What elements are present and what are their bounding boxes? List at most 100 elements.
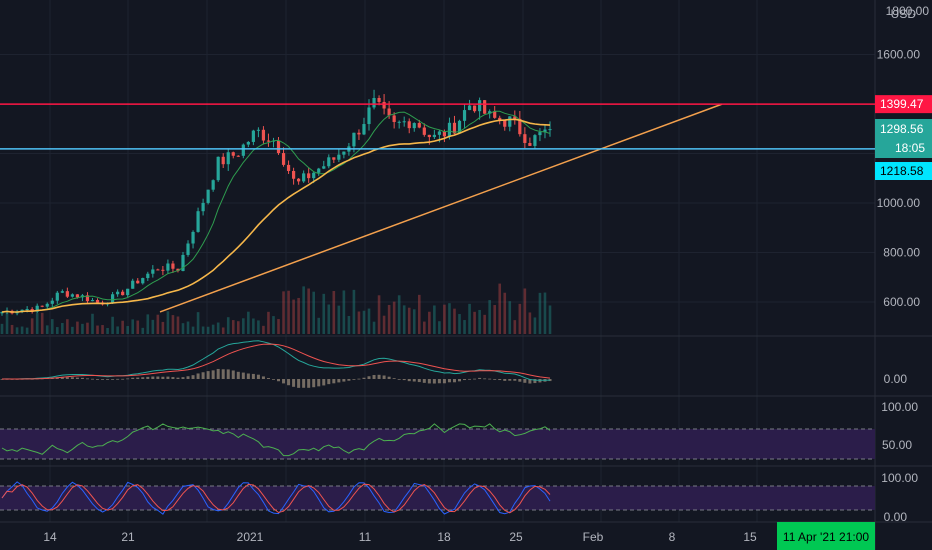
- macd-histogram-bar: [548, 379, 552, 382]
- price-tags: 1399.47 1298.56 18:05 1218.58: [875, 95, 932, 180]
- candle-body: [312, 172, 316, 179]
- candle-body: [266, 140, 271, 142]
- volume-bar: [252, 318, 255, 334]
- candle-body: [131, 280, 135, 289]
- resistance-tag-text: 1399.47: [880, 97, 924, 111]
- macd-histogram-bar: [146, 376, 150, 379]
- candle-body: [297, 178, 301, 182]
- volume-bar: [71, 326, 74, 334]
- macd-histogram-bar: [513, 379, 517, 381]
- macd-histogram-bar: [126, 378, 130, 380]
- macd-histogram-bar: [483, 378, 487, 380]
- candle-body: [317, 168, 321, 173]
- volume-bar: [181, 323, 185, 334]
- macd-histogram-bar: [261, 376, 265, 379]
- volume-bar: [533, 317, 537, 334]
- rsi-axis-label: 50.00: [882, 438, 912, 452]
- volume-bar: [523, 288, 527, 334]
- volume-bar: [488, 300, 491, 334]
- candle-body: [90, 299, 95, 302]
- stoch-axis-label: 100.00: [881, 471, 918, 485]
- time-axis[interactable]: 14 21 2021 11 18 25 Feb 8 15 11 Apr '21 21:00: [43, 522, 875, 550]
- candle-body: [231, 152, 235, 156]
- support-tag: [875, 162, 932, 180]
- volume-bar: [428, 311, 431, 334]
- volume-bar: [483, 314, 486, 334]
- candle-body: [483, 100, 487, 114]
- volume-bar: [126, 326, 129, 334]
- macd-histogram-bar: [417, 379, 421, 383]
- candle-body: [236, 155, 240, 157]
- macd-histogram-bar: [171, 377, 175, 379]
- volume-bar: [433, 305, 436, 334]
- volume-bar: [66, 319, 69, 334]
- volume-bar: [392, 301, 396, 334]
- macd-histogram-bar: [287, 379, 291, 386]
- macd-histogram-bar: [226, 369, 230, 379]
- volume-bar: [96, 325, 99, 334]
- volume-bar: [45, 325, 49, 334]
- candle-body: [30, 309, 34, 312]
- macd-histogram-bar: [347, 379, 351, 381]
- macd-histogram-bar: [277, 379, 281, 382]
- volume-bar: [272, 316, 275, 334]
- candle-body: [161, 269, 165, 271]
- macd-histogram-bar: [116, 378, 120, 380]
- macd-histogram-bar: [503, 379, 507, 381]
- volume-bar: [448, 303, 451, 334]
- volume-bar: [538, 292, 542, 334]
- time-axis-label: 14: [43, 530, 57, 544]
- volume-bar: [423, 321, 426, 334]
- candle-body: [85, 295, 90, 302]
- macd-histogram-bar: [488, 378, 492, 380]
- candle-body: [156, 269, 160, 271]
- rsi-band: [0, 429, 875, 459]
- volume-bar: [206, 326, 210, 334]
- volume-bar: [292, 299, 295, 334]
- candle-body: [543, 129, 547, 133]
- macd-histogram-bar: [65, 377, 69, 379]
- macd-histogram-bar: [523, 379, 527, 383]
- macd-histogram-bar: [473, 378, 477, 380]
- candle-body: [457, 120, 462, 134]
- volume-bar: [156, 314, 160, 334]
- resistance-tag: [875, 95, 932, 114]
- volume-bar: [513, 320, 517, 334]
- candle-body: [493, 111, 497, 118]
- macd-histogram-bar: [141, 377, 145, 379]
- volume-bar: [443, 304, 446, 334]
- volume-bar: [297, 297, 300, 334]
- volume-bar: [40, 312, 44, 334]
- volume-bar: [342, 290, 346, 334]
- time-axis-label: 18: [437, 530, 451, 544]
- time-axis-label: 15: [743, 530, 757, 544]
- macd-histogram-bar: [382, 375, 386, 379]
- volume-bar: [116, 326, 119, 334]
- macd-histogram-bar: [216, 368, 220, 379]
- volume-bar: [402, 305, 406, 334]
- macd-histogram-bar: [432, 379, 436, 384]
- candle-body: [513, 116, 517, 119]
- macd-histogram-bar: [166, 376, 170, 379]
- volume-bar: [417, 294, 421, 334]
- macd-histogram-bar: [111, 379, 115, 380]
- macd-panel: [0, 340, 552, 388]
- volume-bar: [438, 321, 441, 334]
- macd-histogram-bar: [412, 379, 416, 382]
- time-axis-label: 21: [121, 530, 135, 544]
- macd-histogram-bar: [221, 369, 225, 379]
- macd-histogram-bar: [211, 370, 215, 379]
- volume-bar: [186, 321, 190, 334]
- candle-body: [488, 111, 492, 114]
- stochastic-panel: [0, 481, 875, 515]
- volume-bar: [518, 303, 522, 334]
- volume-bar: [267, 311, 270, 334]
- volume-bar: [211, 324, 215, 334]
- candle-body: [518, 118, 522, 135]
- candle-body: [362, 124, 366, 135]
- macd-histogram-bar: [463, 379, 467, 381]
- macd-histogram-bar: [251, 373, 255, 379]
